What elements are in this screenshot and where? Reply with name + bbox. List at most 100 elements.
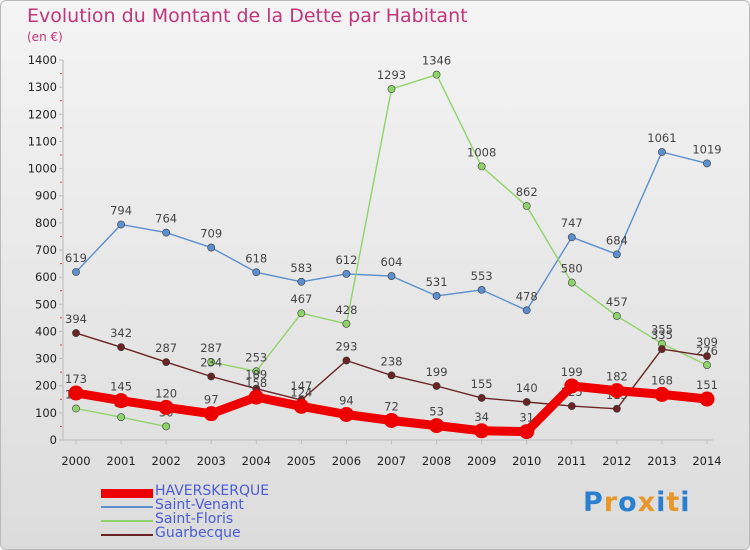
data-label-guarbecque: 147 (290, 379, 312, 393)
legend-swatch (101, 506, 153, 508)
y-tick-label: 400 (35, 324, 57, 338)
data-label-guarbecque: 293 (335, 339, 357, 353)
data-label-haverskerque: 120 (155, 386, 177, 400)
data-label-haverskerque: 34 (474, 410, 489, 424)
data-point-guarbecque (658, 345, 666, 353)
data-point-haverskerque (699, 391, 715, 407)
data-point-saint-floris (432, 70, 441, 79)
logo-letter: t (666, 487, 681, 518)
y-tick-label: 300 (35, 352, 57, 366)
logo-letter: o (618, 487, 638, 518)
data-label-saint-venant: 604 (381, 255, 403, 269)
data-point-saint-floris (567, 278, 576, 287)
data-label-haverskerque: 124 (290, 385, 312, 399)
proxiti-logo: Proxiti (583, 487, 691, 518)
logo-letter: P (583, 487, 604, 518)
data-point-saint-floris (207, 358, 216, 366)
data-point-saint-floris (252, 367, 261, 376)
data-label-guarbecque: 335 (651, 328, 673, 342)
y-tick-label: 700 (35, 243, 57, 257)
data-label-saint-floris: 467 (290, 292, 312, 306)
legend-swatch (101, 488, 153, 498)
data-label-saint-floris: 1293 (377, 68, 406, 82)
x-tick-label: 2003 (197, 454, 226, 468)
y-tick-label: 200 (35, 379, 57, 393)
y-tick-label: 1000 (28, 162, 57, 176)
data-point-guarbecque (117, 343, 125, 352)
data-point-guarbecque (612, 404, 621, 413)
data-point-guarbecque (72, 329, 80, 337)
data-label-haverskerque: 145 (110, 380, 132, 394)
data-point-saint-floris (297, 309, 306, 318)
logo-letter: i (680, 487, 691, 518)
data-point-saint-venant (658, 148, 666, 156)
x-tick-label: 2014 (692, 454, 721, 468)
data-point-saint-venant (612, 250, 621, 259)
data-label-haverskerque: 158 (245, 376, 267, 390)
data-label-saint-venant: 612 (335, 253, 357, 267)
data-point-haverskerque (654, 386, 670, 402)
legend-label: Guarbecque (155, 525, 241, 541)
data-point-haverskerque (429, 418, 445, 434)
data-label-haverskerque: 168 (651, 373, 673, 387)
x-tick-label: 2008 (422, 454, 451, 468)
data-point-guarbecque (477, 394, 486, 402)
data-label-guarbecque: 140 (516, 381, 538, 395)
data-point-haverskerque (519, 424, 535, 440)
data-label-guarbecque: 394 (65, 312, 87, 326)
data-label-haverskerque: 31 (519, 411, 534, 425)
data-point-saint-floris (387, 85, 396, 93)
series-line-saint-venant (75, 151, 708, 311)
data-label-saint-venant: 583 (290, 261, 312, 275)
legend-swatch (101, 520, 153, 522)
x-tick-label: 2002 (152, 454, 181, 468)
data-label-haverskerque: 199 (561, 365, 583, 379)
y-tick-label: 1300 (28, 80, 57, 94)
data-label-saint-venant: 478 (516, 289, 538, 303)
y-tick-label: 1400 (28, 53, 57, 67)
data-label-saint-venant: 553 (471, 269, 493, 283)
x-tick-label: 2010 (512, 454, 541, 468)
data-point-saint-floris (342, 319, 351, 328)
legend-label: Saint-Floris (155, 511, 234, 527)
data-label-saint-venant: 531 (426, 275, 448, 289)
data-point-saint-venant (117, 220, 125, 229)
data-label-guarbecque: 238 (381, 354, 403, 368)
y-tick-label: 0 (50, 433, 57, 447)
data-point-haverskerque (113, 393, 129, 409)
legend-label: HAVERSKERQUE (155, 483, 270, 499)
data-label-guarbecque: 189 (245, 368, 267, 382)
data-label-saint-floris: 1346 (422, 54, 451, 68)
data-label-saint-floris: 355 (651, 323, 673, 337)
data-point-haverskerque (474, 423, 490, 439)
data-label-saint-venant: 709 (200, 227, 222, 241)
data-label-haverskerque: 97 (204, 393, 219, 407)
data-label-saint-floris: 287 (200, 341, 222, 355)
data-point-saint-floris (117, 413, 125, 422)
data-label-saint-floris: 253 (245, 350, 267, 364)
data-point-haverskerque (384, 412, 399, 428)
data-point-guarbecque (703, 352, 711, 361)
logo-letter: r (603, 487, 619, 518)
data-point-guarbecque (387, 371, 396, 380)
y-tick-label: 800 (35, 216, 57, 230)
data-point-saint-venant (207, 243, 216, 252)
logo-letter: x (637, 487, 657, 518)
data-point-guarbecque (432, 382, 441, 390)
x-tick-label: 2009 (467, 454, 496, 468)
legend-label: Saint-Venant (155, 497, 244, 513)
x-tick-label: 2012 (602, 454, 631, 468)
data-point-haverskerque (248, 389, 264, 405)
data-label-saint-floris: 457 (606, 295, 628, 309)
data-label-saint-venant: 619 (65, 251, 87, 265)
y-tick-label: 500 (35, 297, 57, 311)
data-label-haverskerque: 151 (696, 378, 718, 392)
data-label-guarbecque: 199 (426, 365, 448, 379)
data-point-haverskerque (293, 398, 309, 414)
logo-letter: i (656, 487, 667, 518)
data-label-haverskerque: 173 (65, 372, 87, 386)
data-point-saint-floris (612, 312, 621, 320)
data-point-saint-venant (567, 233, 576, 242)
data-point-saint-venant (387, 272, 396, 280)
